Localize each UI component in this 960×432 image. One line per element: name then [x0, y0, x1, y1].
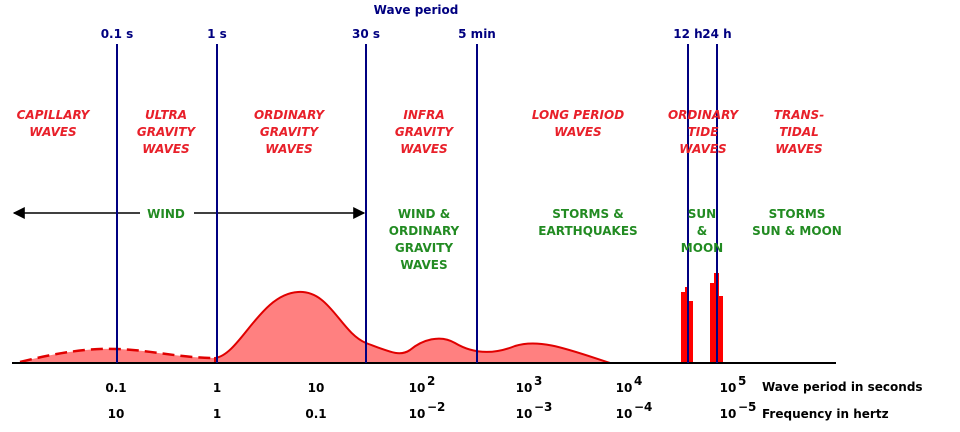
wave-type-line: WAVES	[265, 142, 312, 156]
spectrum	[19, 273, 723, 364]
tick-base: 10	[720, 381, 737, 395]
period-marker: 30 s	[352, 27, 380, 41]
tick-base: 1	[213, 407, 221, 421]
forcing-line: MOON	[681, 241, 723, 255]
wave-type-line: TIDAL	[779, 125, 819, 139]
wave-type-line: TIDE	[688, 125, 720, 139]
wave-type-line: ULTRA	[145, 108, 187, 122]
wave-type-line: WAVES	[142, 142, 189, 156]
period-marker: 24 h	[702, 27, 731, 41]
forcing-line: STORMS	[769, 207, 826, 221]
tick-base: 10	[720, 407, 737, 421]
tide-bar	[719, 296, 723, 363]
tick-exponent: −3	[534, 400, 552, 414]
tick-base: 0.1	[305, 407, 326, 421]
spectrum-curve	[214, 290, 611, 364]
forcing: STORMS & EARTHQUAKES	[538, 207, 637, 238]
tick-exponent: −4	[634, 400, 652, 414]
tick-exponent: 4	[634, 374, 642, 388]
wind-label-bg	[140, 205, 194, 221]
wave-type-line: WAVES	[554, 125, 601, 139]
tick-base: 0.1	[105, 381, 126, 395]
wave-type: ORDINARY GRAVITY WAVES	[254, 108, 325, 156]
wave-type-line: GRAVITY	[260, 125, 320, 139]
period-marker: 0.1 s	[101, 27, 134, 41]
wave-type-line: TRANS-	[774, 108, 824, 122]
tick-base: 10	[308, 381, 325, 395]
wave-type-line: GRAVITY	[395, 125, 455, 139]
forcing-line: &	[697, 224, 707, 238]
wave-type-line: WAVES	[775, 142, 822, 156]
tick-exponent: −5	[738, 400, 756, 414]
forcing: WIND	[147, 207, 185, 221]
tide-bar	[710, 283, 714, 363]
forcing-line: GRAVITY	[395, 241, 454, 255]
wave-type-line: CAPILLARY	[17, 108, 91, 122]
tick-base: 10	[516, 381, 533, 395]
forcing: WIND & ORDINARY GRAVITY WAVES	[389, 207, 460, 272]
forcing-line: WAVES	[400, 258, 447, 272]
wave-type: CAPILLARY WAVES	[17, 108, 91, 139]
wave-type-line: LONG PERIOD	[532, 108, 624, 122]
tide-bar	[681, 292, 685, 363]
wave-type-line: WAVES	[400, 142, 447, 156]
tide-bar	[689, 301, 693, 363]
tick-base: 10	[516, 407, 533, 421]
header-title: Wave period	[374, 3, 459, 17]
forcing-line: ORDINARY	[389, 224, 460, 238]
wave-type: TRANS- TIDAL WAVES	[774, 108, 824, 156]
period-marker: 1 s	[207, 27, 227, 41]
axis-label: Frequency in hertz	[762, 407, 889, 421]
tick-base: 10	[409, 407, 426, 421]
forcing: STORMS SUN & MOON	[752, 207, 842, 238]
forcing-line: STORMS &	[552, 207, 624, 221]
tick-base: 10	[616, 381, 633, 395]
period-marker: 5 min	[458, 27, 496, 41]
tick-base: 10	[108, 407, 125, 421]
forcing-line: SUN & MOON	[752, 224, 842, 238]
tick-exponent: 5	[738, 374, 746, 388]
wave-type: LONG PERIOD WAVES	[532, 108, 624, 139]
forcing-line: WIND &	[398, 207, 450, 221]
tick-base: 10	[409, 381, 426, 395]
forcing: SUN & MOON	[681, 207, 723, 255]
tick-exponent: −2	[427, 400, 445, 414]
wave-type-line: WAVES	[679, 142, 726, 156]
wave-type: INFRA GRAVITY WAVES	[395, 108, 455, 156]
tick-base: 10	[616, 407, 633, 421]
forcing-line: EARTHQUAKES	[538, 224, 637, 238]
wave-type: ULTRA GRAVITY WAVES	[137, 108, 197, 156]
wave-type: ORDINARY TIDE WAVES	[668, 108, 739, 156]
wave-type-line: ORDINARY	[668, 108, 739, 122]
forcing-line: WIND	[147, 207, 185, 221]
wave-type-line: GRAVITY	[137, 125, 197, 139]
tick-exponent: 2	[427, 374, 435, 388]
wave-type-line: WAVES	[29, 125, 76, 139]
tick-base: 1	[213, 381, 221, 395]
wave-type-line: ORDINARY	[254, 108, 325, 122]
period-marker: 12 h	[673, 27, 702, 41]
tick-exponent: 3	[534, 374, 542, 388]
forcing-line: SUN	[688, 207, 716, 221]
axis-label: Wave period in seconds	[762, 380, 923, 394]
wave-type-line: INFRA	[403, 108, 444, 122]
